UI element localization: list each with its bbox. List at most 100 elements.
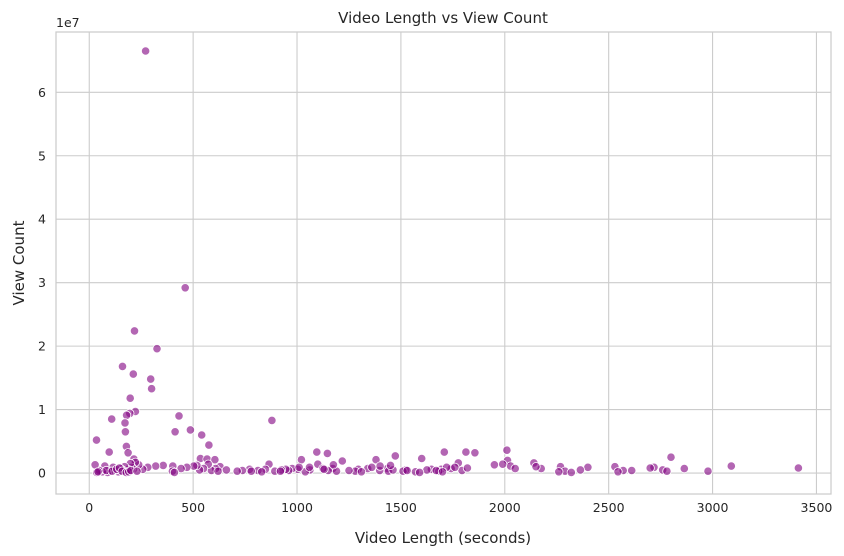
data-point [470,448,480,458]
data-point [726,461,736,471]
y-offset-label: 1e7 [56,15,80,30]
data-point [117,361,128,371]
x-tick-label: 1000 [281,500,313,515]
data-point [328,460,338,470]
data-point [304,462,315,472]
data-point [128,369,138,379]
x-gridlines [88,32,818,494]
x-tick-labels: 0 500 1000 1500 2000 2500 3000 3500 [85,500,832,515]
data-point [613,467,623,477]
data-point [151,461,161,471]
data-point [221,465,231,475]
data-point [356,467,366,477]
data-point [627,465,637,476]
data-point [104,447,114,457]
y-tick-label: 4 [38,212,46,227]
data-point [213,466,223,476]
data-point [344,465,354,476]
data-point [498,459,508,469]
data-point [158,460,168,470]
data-point [123,448,133,458]
y-axis-label: View Count [10,220,28,305]
data-point [120,427,131,437]
x-tick-label: 1500 [385,500,417,515]
data-point [197,430,207,440]
data-point [575,465,586,475]
x-tick-label: 2500 [593,500,625,515]
x-tick-label: 0 [85,500,93,515]
data-point [462,463,472,473]
data-point [489,460,499,470]
data-point [662,466,672,476]
data-point [275,466,285,476]
data-point [296,455,306,465]
x-tick-label: 500 [181,500,205,515]
data-point [232,466,242,476]
data-point [385,460,396,470]
y-tick-label: 5 [38,148,46,163]
data-point [129,326,140,336]
data-points [90,46,804,477]
data-point [390,451,400,461]
data-point [793,463,804,473]
data-point [510,463,520,474]
data-point [246,466,256,476]
data-point [170,427,180,437]
data-point [146,374,156,384]
data-point [417,453,427,464]
x-tick-label: 3000 [697,500,729,515]
y-tick-labels: 0 1 2 3 4 5 6 [38,85,46,481]
data-point [337,456,347,466]
data-point [174,411,184,421]
chart-title: Video Length vs View Count [338,9,548,27]
data-point [185,425,195,435]
data-point [267,415,277,425]
data-point [322,448,332,458]
x-axis-label: Video Length (seconds) [355,529,531,547]
data-point [371,455,381,465]
x-tick-label: 2000 [489,500,521,515]
data-point [703,466,713,476]
data-point [147,384,157,394]
data-point [375,461,385,471]
data-point [120,418,130,428]
data-point [566,467,576,477]
data-point [679,463,689,474]
data-point [414,467,425,477]
y-tick-label: 2 [38,339,46,354]
data-point [152,344,162,354]
data-point [107,414,117,424]
y-tick-label: 0 [38,466,46,481]
x-tick-label: 3500 [801,500,833,515]
data-point [312,447,322,457]
data-point [402,465,412,476]
data-point [91,435,102,445]
data-point [132,466,142,476]
data-point [531,462,541,472]
data-point [210,455,220,465]
data-point [645,463,655,473]
y-tick-label: 6 [38,85,46,100]
data-point [502,445,512,455]
y-tick-label: 3 [38,275,46,290]
data-point [93,467,103,477]
data-point [450,462,460,472]
data-point [141,46,151,56]
data-point [554,467,564,477]
data-point [319,464,329,474]
plot-background [56,32,831,494]
data-point [257,467,267,477]
data-point [439,447,449,457]
y-tick-label: 1 [38,402,46,417]
data-point [169,467,179,477]
data-point [666,452,676,462]
data-point [437,467,448,477]
data-point [204,440,214,450]
data-point [180,283,190,293]
data-point [461,447,471,457]
plot-frame [55,31,832,495]
data-point [122,410,132,420]
data-point [294,462,304,472]
data-point [367,462,377,472]
